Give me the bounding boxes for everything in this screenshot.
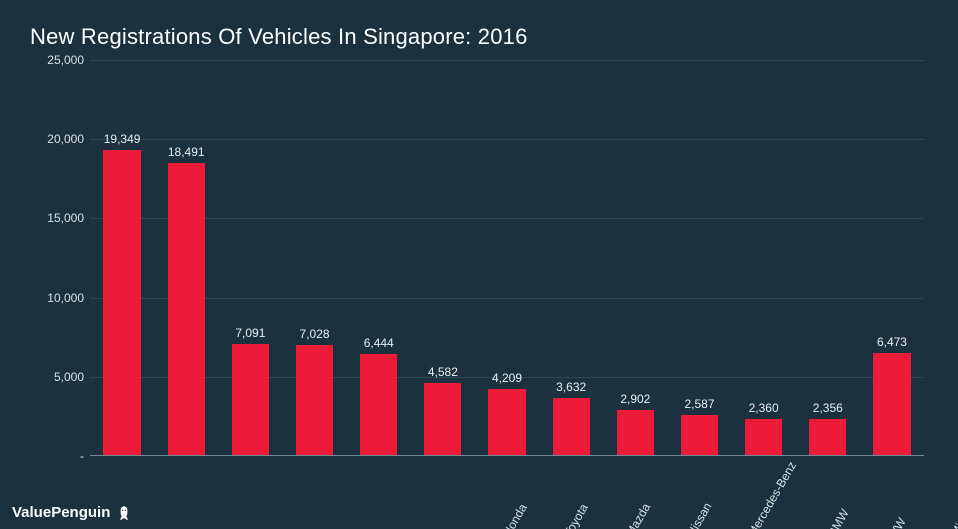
bar-slot: 6,473: [860, 60, 924, 456]
y-tick-label: 20,000: [36, 132, 84, 146]
bar-value-label: 6,473: [877, 335, 907, 349]
x-tick-label: Toyota: [561, 475, 606, 529]
y-tick-label: 5,000: [36, 370, 84, 384]
bar-value-label: 3,632: [556, 380, 586, 394]
x-tick-label: BMW: [825, 475, 870, 529]
bar: [553, 398, 590, 456]
bar-slot: 18,491: [154, 60, 218, 456]
y-tick-label: 15,000: [36, 211, 84, 225]
plot-area: -5,00010,00015,00020,00025,000 19,34918,…: [36, 60, 934, 456]
chart-container: New Registrations Of Vehicles In Singapo…: [0, 0, 958, 529]
bar: [617, 410, 654, 456]
bar-value-label: 18,491: [168, 145, 205, 159]
x-tick-label: Mercedes-Benz: [745, 459, 799, 529]
bar: [360, 354, 397, 456]
x-tick-label: Nissan: [684, 475, 729, 529]
brand-logo: ValuePenguin: [12, 504, 132, 521]
x-tick-label: VW: [887, 475, 932, 529]
bars-group: 19,349 18,491 7,091 7,028 6,444 4,582 4,209 3,6…: [90, 60, 924, 456]
bar-value-label: 19,349: [104, 132, 141, 146]
bar: [488, 389, 525, 456]
bar: [232, 344, 269, 456]
bar-slot: 2,356: [796, 60, 860, 456]
bar-value-label: 4,582: [428, 365, 458, 379]
bar: [745, 419, 782, 456]
chart-title: New Registrations Of Vehicles In Singapo…: [30, 24, 928, 50]
bar-value-label: 6,444: [364, 336, 394, 350]
x-tick-label: Honda: [500, 475, 545, 529]
brand-name: ValuePenguin: [12, 504, 110, 521]
x-tick-label: Mazda: [623, 475, 668, 529]
bar-slot: 7,028: [282, 60, 346, 456]
bar: [809, 419, 846, 456]
bar-value-label: 2,902: [620, 392, 650, 406]
bar: [168, 163, 205, 456]
bar: [296, 345, 333, 456]
y-tick-label: 10,000: [36, 291, 84, 305]
x-axis: HondaToyotaMazdaNissanMercedes-BenzBMWVW…: [36, 456, 928, 526]
y-tick-label: 25,000: [36, 53, 84, 67]
bar-value-label: 7,091: [235, 326, 265, 340]
bar-slot: 4,209: [475, 60, 539, 456]
bar-slot: 6,444: [347, 60, 411, 456]
bar-value-label: 2,360: [749, 401, 779, 415]
bar-slot: 19,349: [90, 60, 154, 456]
bar-slot: 3,632: [539, 60, 603, 456]
bar: [103, 150, 140, 456]
bar-slot: 7,091: [218, 60, 282, 456]
bar-value-label: 2,587: [684, 397, 714, 411]
bar-value-label: 2,356: [813, 401, 843, 415]
penguin-icon: [116, 505, 132, 521]
bar: [424, 383, 461, 456]
bar-value-label: 7,028: [300, 327, 330, 341]
bar-value-label: 4,209: [492, 371, 522, 385]
bar: [873, 353, 910, 456]
bar-slot: 4,582: [411, 60, 475, 456]
bar-slot: 2,902: [603, 60, 667, 456]
x-tick-label: Mitsubishi: [948, 475, 958, 529]
bar-slot: 2,360: [732, 60, 796, 456]
bar: [681, 415, 718, 456]
bar-slot: 2,587: [667, 60, 731, 456]
